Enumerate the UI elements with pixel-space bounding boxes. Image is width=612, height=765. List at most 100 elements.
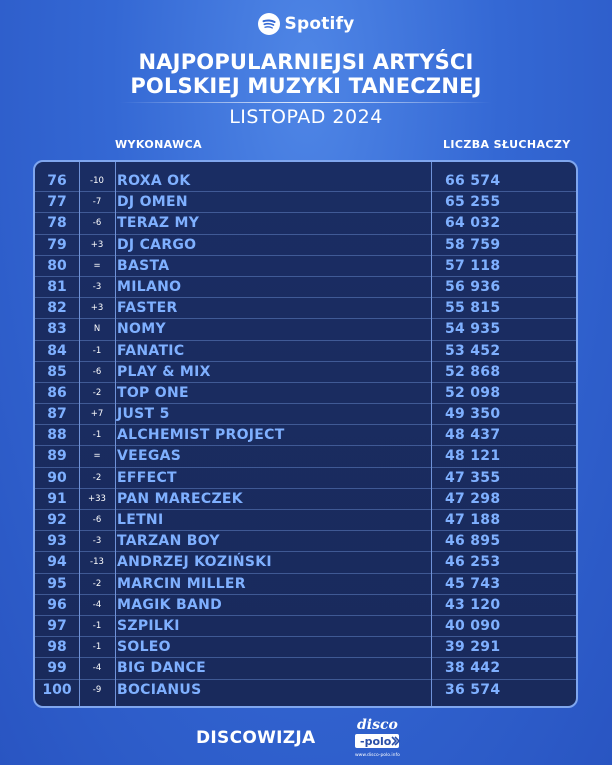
spotify-icon — [257, 13, 280, 35]
change-cell: -1 — [92, 620, 102, 631]
table-row: 81 -3 MILANO 56 936 — [35, 277, 576, 299]
rank-cell: 96 — [47, 596, 67, 613]
change-cell: -6 — [92, 218, 102, 229]
change-cell: = — [93, 260, 101, 271]
discowizja-logo: DISCOWIZJA — [196, 728, 316, 748]
rank-cell: 89 — [47, 448, 67, 465]
table-row: 78 -6 TERAZ MY 64 032 — [35, 213, 576, 235]
rank-cell: 77 — [47, 194, 67, 211]
listeners-cell: 53 452 — [445, 342, 501, 359]
listeners-cell: 39 291 — [445, 639, 501, 656]
artist-cell: FANATIC — [117, 342, 185, 359]
change-cell: -4 — [92, 599, 102, 610]
rank-cell: 81 — [47, 278, 67, 295]
rank-cell: 85 — [47, 363, 67, 380]
disco-polo-logo-word2: -polo — [360, 735, 392, 748]
table-row: 87 +7 JUST 5 49 350 — [35, 404, 576, 426]
artist-cell: NOMY — [117, 321, 166, 338]
rank-cell: 84 — [47, 342, 67, 359]
listeners-cell: 52 098 — [445, 384, 501, 401]
listeners-cell: 43 120 — [445, 596, 501, 613]
artist-cell: PLAY & MIX — [117, 363, 211, 380]
rank-cell: 90 — [47, 469, 67, 486]
artist-cell: MARCIN MILLER — [117, 575, 246, 592]
table-row: 84 -1 FANATIC 53 452 — [35, 341, 576, 362]
artist-cell: BIG DANCE — [117, 660, 206, 677]
rank-cell: 83 — [47, 321, 67, 338]
title-divider — [120, 102, 492, 103]
artist-cell: MILANO — [117, 278, 182, 295]
artist-cell: ROXA OK — [117, 173, 191, 189]
table-row: 98 -1 SOLEO 39 291 — [35, 637, 576, 659]
change-cell: -1 — [92, 642, 102, 653]
artist-cell: EFFECT — [117, 469, 177, 486]
listeners-cell: 36 574 — [445, 681, 501, 698]
page-title: NAJPOPULARNIEJSI ARTYŚCI POLSKIEJ MUZYKI… — [0, 50, 612, 98]
listeners-cell: 38 442 — [445, 660, 501, 677]
change-cell: -4 — [92, 663, 102, 674]
artist-cell: SZPILKI — [117, 617, 180, 634]
rank-cell: 92 — [47, 512, 67, 528]
artist-cell: ALCHEMIST PROJECT — [117, 427, 285, 444]
artist-cell: FASTER — [117, 300, 178, 317]
artist-cell: VEEGAS — [117, 448, 182, 465]
artist-cell: PAN MARECZEK — [117, 490, 243, 507]
rank-cell: 93 — [47, 533, 67, 550]
listeners-cell: 64 032 — [445, 215, 501, 232]
table-row: 88 -1 ALCHEMIST PROJECT 48 437 — [35, 425, 576, 447]
table-row: 92 -6 LETNI 47 188 — [35, 510, 576, 532]
table-row: 85 -6 PLAY & MIX 52 868 — [35, 362, 576, 384]
column-divider — [79, 162, 80, 706]
artist-cell: TOP ONE — [117, 384, 189, 401]
table-row: 93 -3 TARZAN BOY 46 895 — [35, 531, 576, 553]
listeners-cell: 46 253 — [445, 554, 501, 571]
page-subtitle: LISTOPAD 2024 — [229, 106, 383, 128]
listeners-cell: 46 895 — [445, 533, 501, 550]
listeners-cell: 48 121 — [445, 448, 501, 465]
change-cell: +33 — [88, 493, 106, 504]
spotify-logo: Spotify — [0, 13, 612, 35]
rank-cell: 97 — [47, 617, 67, 634]
change-cell: -6 — [92, 515, 102, 525]
table-row: 91 +33 PAN MARECZEK 47 298 — [35, 489, 576, 511]
rank-cell: 78 — [47, 215, 67, 232]
change-cell: -2 — [92, 578, 102, 589]
change-cell: -6 — [92, 366, 102, 377]
rank-cell: 100 — [42, 681, 72, 698]
ranking-table: 76 -10 ROXA OK 66 574 77 -7 DJ OMEN 65 255 78 -6 T… — [33, 160, 578, 708]
artist-cell: BASTA — [117, 257, 170, 274]
listeners-cell: 48 437 — [445, 427, 501, 444]
table-row: 95 -2 MARCIN MILLER 45 743 — [35, 574, 576, 595]
change-cell: -9 — [92, 684, 102, 695]
table-row: 86 -2 TOP ONE 52 098 — [35, 383, 576, 405]
spotify-wordmark: Spotify — [284, 14, 355, 34]
artist-cell: SOLEO — [117, 639, 171, 656]
listeners-cell: 54 935 — [445, 321, 501, 338]
rank-cell: 94 — [47, 554, 67, 571]
listeners-cell: 65 255 — [445, 194, 501, 211]
change-cell: N — [93, 324, 101, 335]
rank-cell: 95 — [47, 575, 67, 592]
disco-polo-logo: disco -polo www.disco-polo.info — [355, 717, 401, 758]
listeners-cell: 57 118 — [445, 257, 501, 274]
artist-cell: BOCIANUS — [117, 681, 202, 698]
change-cell: +7 — [90, 409, 104, 420]
table-row: 96 -4 MAGIK BAND 43 120 — [35, 595, 576, 617]
table-row: 77 -7 DJ OMEN 65 255 — [35, 192, 576, 214]
listeners-cell: 47 188 — [445, 512, 501, 528]
artist-cell: LETNI — [117, 512, 164, 528]
rank-cell: 76 — [47, 173, 67, 189]
table-row: 80 = BASTA 57 118 — [35, 256, 576, 278]
table-row: 79 +3 DJ CARGO 58 759 — [35, 235, 576, 256]
change-cell: +3 — [90, 239, 104, 250]
artist-cell: JUST 5 — [117, 406, 170, 423]
column-divider — [431, 162, 432, 706]
change-cell: -2 — [92, 387, 102, 398]
rank-cell: 79 — [47, 236, 67, 253]
artist-cell: DJ OMEN — [117, 194, 188, 211]
rank-cell: 88 — [47, 427, 67, 444]
title-line-2: POLSKIEJ MUZYKI TANECZNEJ — [130, 74, 482, 98]
artist-cell: DJ CARGO — [117, 236, 197, 253]
table-row: 90 -2 EFFECT 47 355 — [35, 468, 576, 490]
rank-cell: 99 — [47, 660, 67, 677]
